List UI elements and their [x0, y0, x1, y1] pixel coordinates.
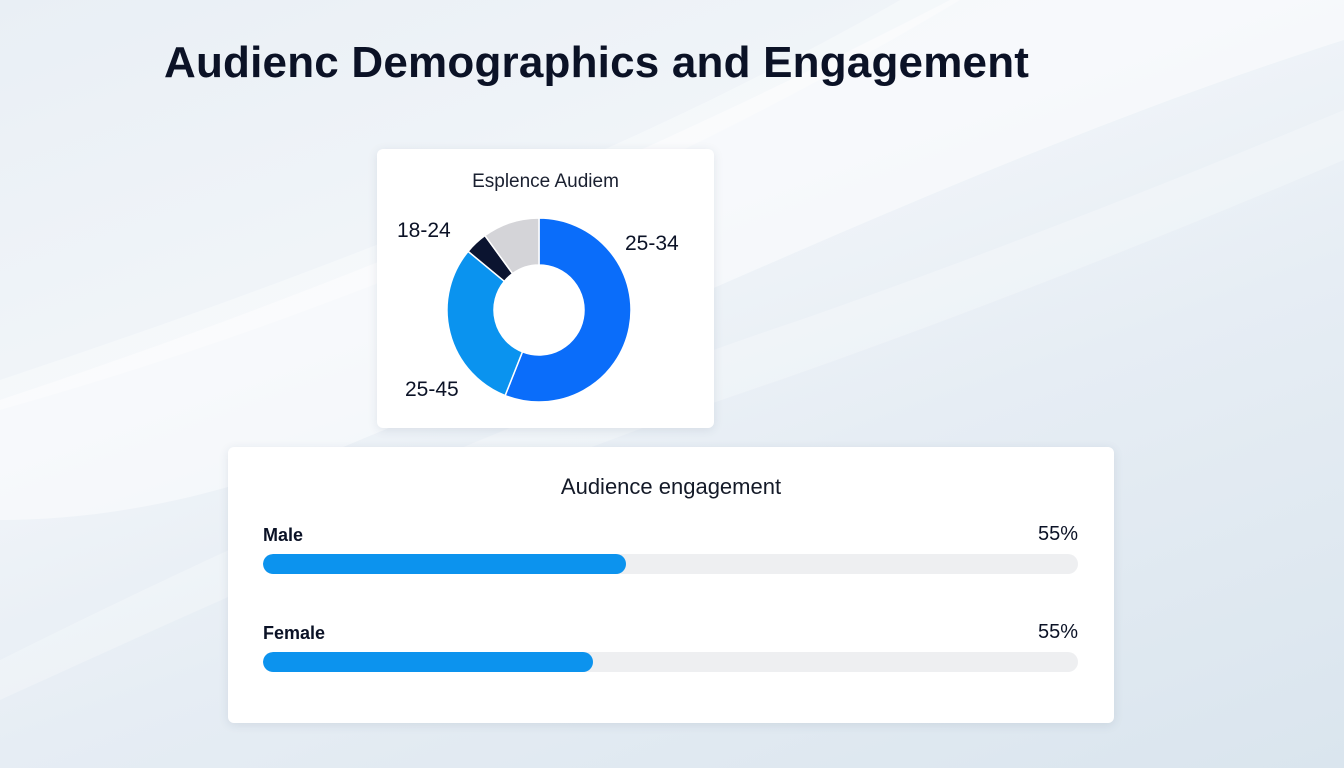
donut-slice-25-45: [446, 250, 524, 397]
engagement-title: Audience engagement: [560, 474, 782, 499]
donut-slice-25-34: [504, 217, 632, 403]
bar-label-male: Male: [263, 525, 304, 545]
bar-track-male: [263, 554, 1078, 574]
bar-track-female: [263, 652, 1078, 672]
donut-slice-other-3: [483, 217, 540, 275]
slice-label-25-34: 25-34: [625, 232, 679, 255]
page-title: Audienc Demographics and Engagement: [164, 38, 1030, 87]
donut-chart: 18-24 25-34 25-45: [397, 217, 679, 403]
bar-fill-female: [263, 652, 594, 672]
bar-value-female: 55%: [1037, 621, 1078, 643]
donut-chart-title: Esplence Audiem: [472, 171, 619, 192]
slice-label-18-24: 18-24: [397, 219, 451, 242]
donut-chart-card: Esplence Audiem 18-24 25-34 25-45: [377, 149, 714, 428]
engagement-card: Audience engagement Male 55% Female 55%: [228, 447, 1114, 723]
bar-label-female: Female: [263, 623, 326, 643]
bar-fill-male: [263, 554, 626, 574]
bar-value-male: 55%: [1037, 523, 1078, 545]
slice-label-25-45: 25-45: [405, 378, 459, 401]
